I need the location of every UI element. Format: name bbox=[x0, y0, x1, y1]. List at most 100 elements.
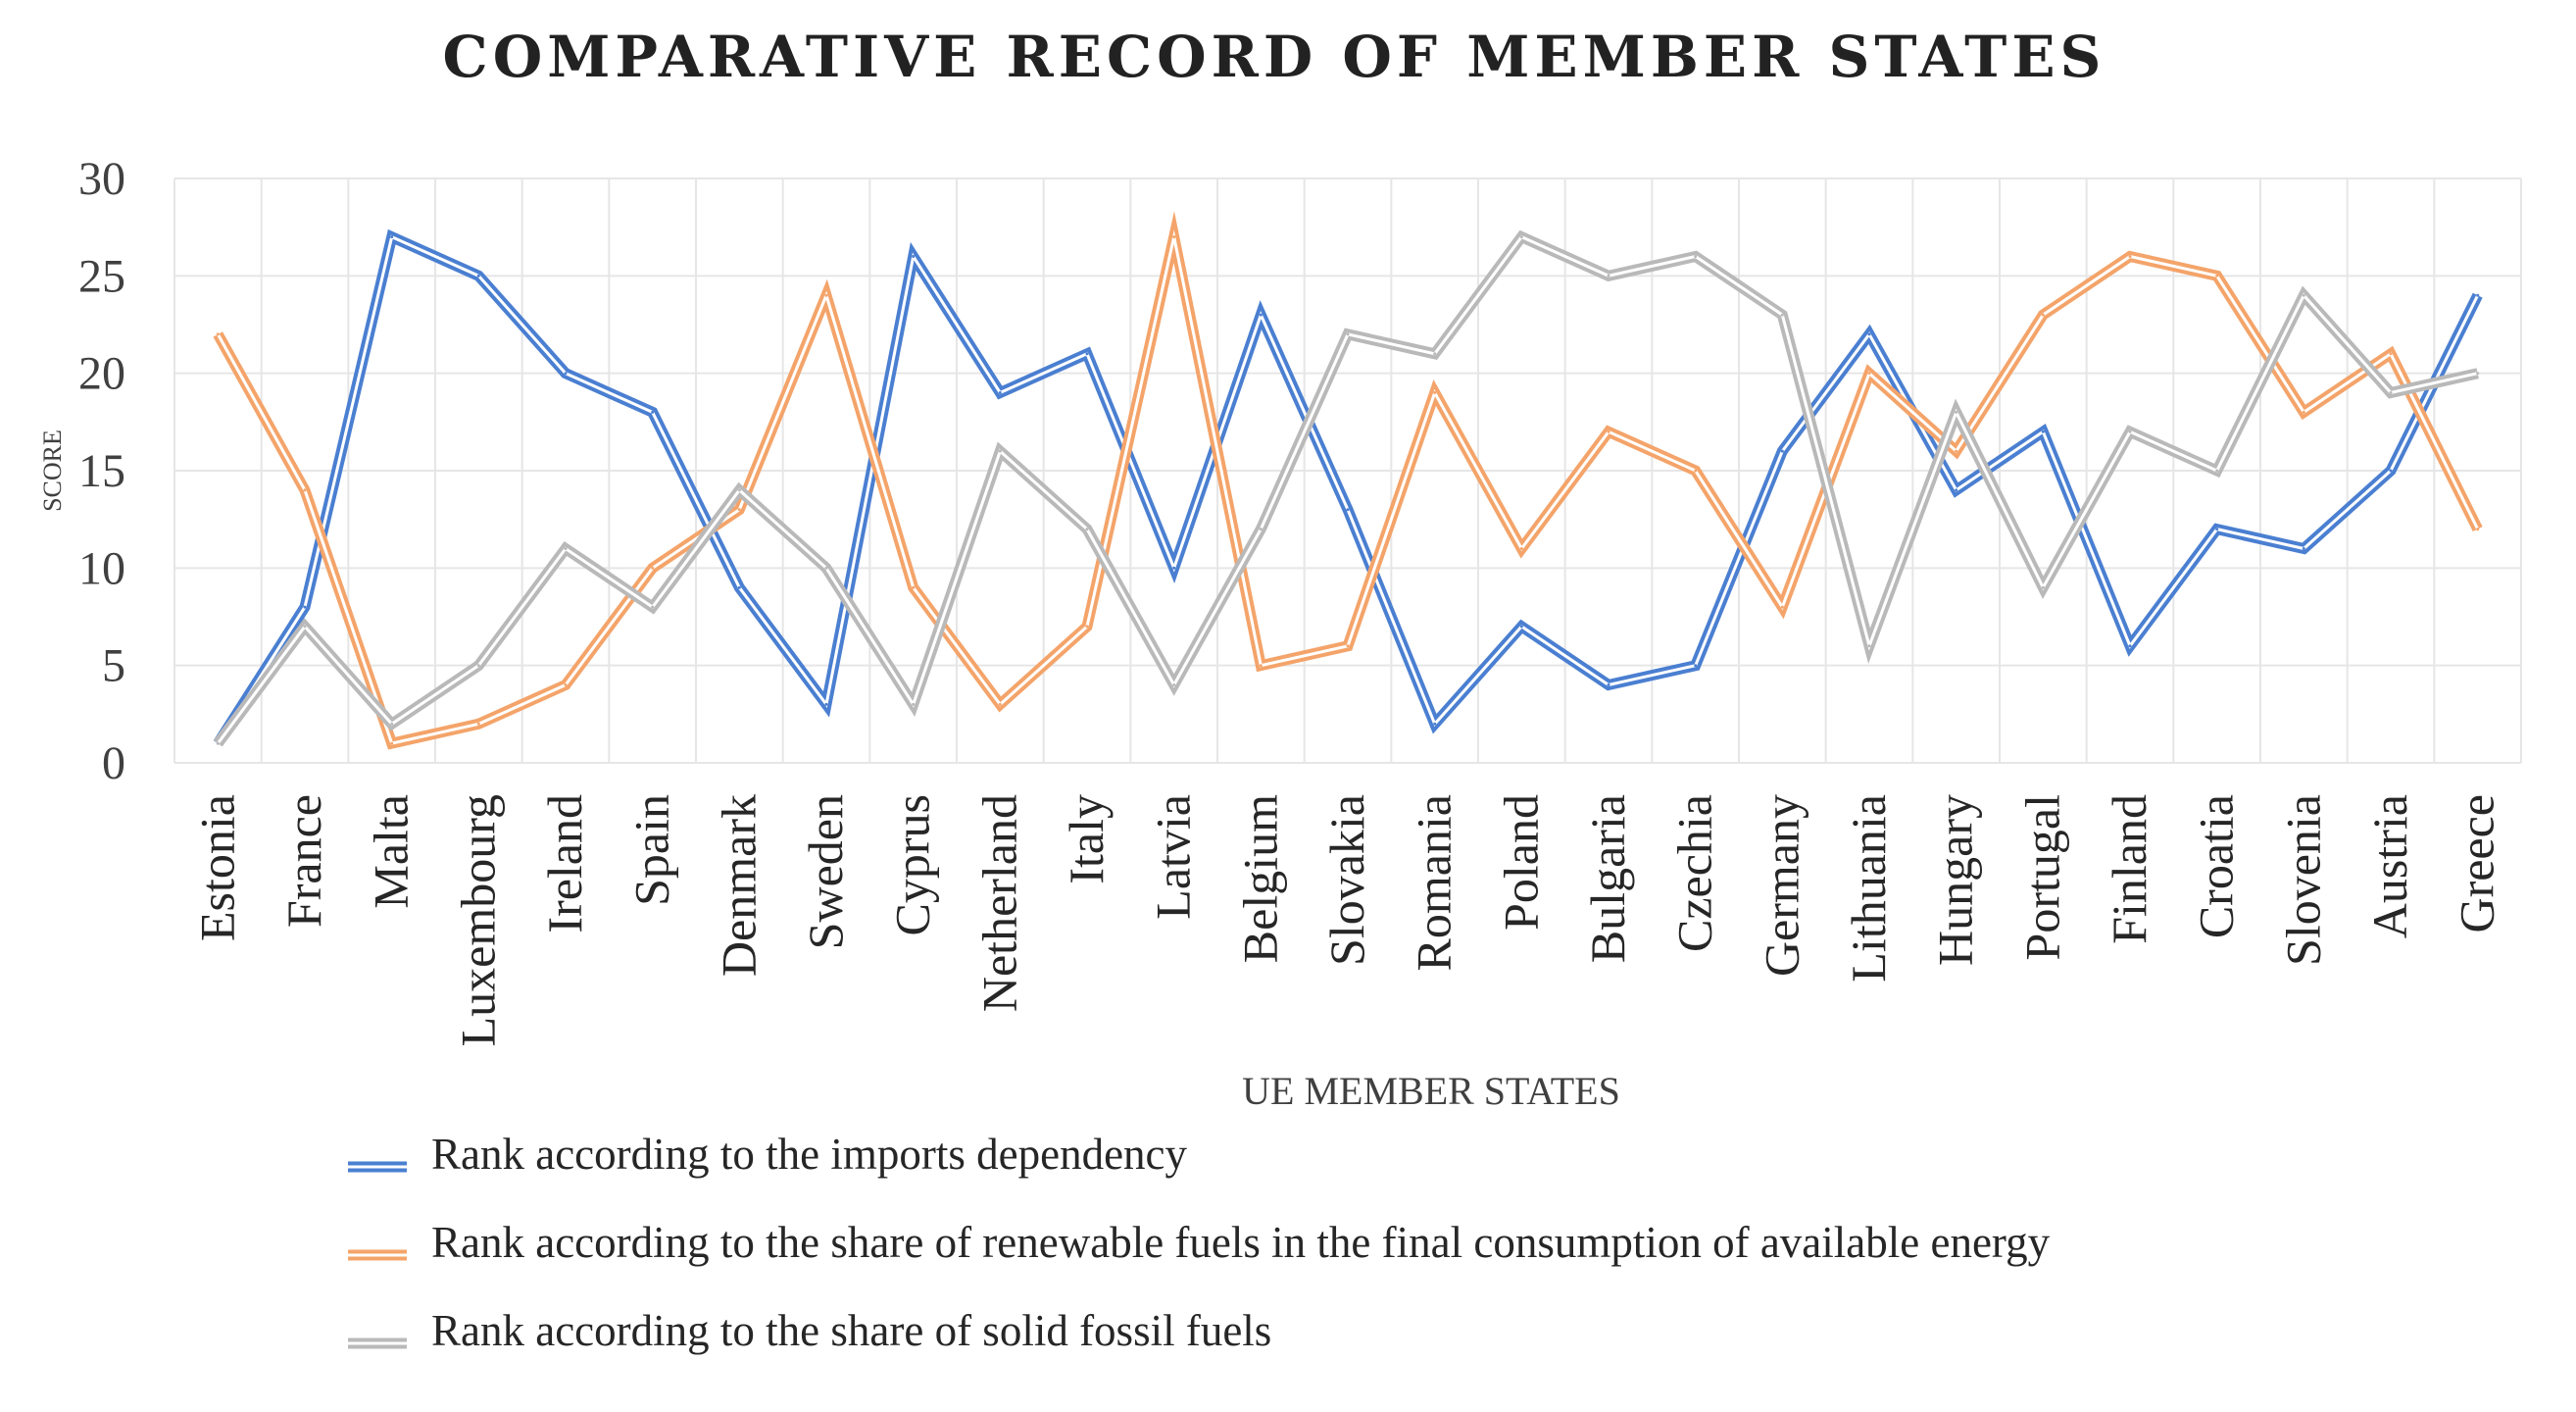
data-point bbox=[564, 547, 568, 550]
x-category-label: Ireland bbox=[537, 794, 592, 933]
data-point bbox=[1694, 255, 1698, 258]
y-tick-label: 5 bbox=[102, 640, 125, 692]
data-point bbox=[2302, 410, 2305, 414]
data-point bbox=[2041, 313, 2045, 317]
data-point bbox=[2389, 391, 2393, 394]
series-1 bbox=[213, 228, 2483, 747]
data-point bbox=[651, 410, 655, 414]
data-point bbox=[912, 702, 916, 706]
data-point bbox=[824, 702, 828, 706]
data-point bbox=[2302, 547, 2305, 550]
data-point bbox=[651, 605, 655, 609]
y-axis-ticks: 0 5 10 15 20 25 30 bbox=[78, 153, 125, 789]
series-line-outer bbox=[213, 229, 2479, 747]
data-point bbox=[737, 585, 741, 589]
x-category-label: Malta bbox=[364, 794, 419, 909]
x-category-label: Slovakia bbox=[1319, 794, 1374, 966]
series-3 bbox=[213, 229, 2480, 747]
x-category-label: Czechia bbox=[1667, 794, 1722, 952]
data-point bbox=[824, 293, 828, 297]
data-point bbox=[2041, 429, 2045, 433]
data-point bbox=[1085, 352, 1089, 356]
data-point bbox=[2215, 469, 2219, 473]
data-point bbox=[912, 255, 916, 258]
data-point bbox=[390, 722, 394, 726]
data-point bbox=[1346, 508, 1350, 512]
legend-item: Rank according to the share of solid fos… bbox=[348, 1306, 1271, 1355]
data-point bbox=[2476, 528, 2480, 531]
series-2 bbox=[213, 211, 2483, 750]
data-point bbox=[1346, 332, 1350, 336]
data-point bbox=[1607, 274, 1610, 277]
x-category-label: Luxembourg bbox=[450, 794, 505, 1046]
x-category-label: Finland bbox=[2102, 794, 2156, 944]
data-point bbox=[998, 702, 1002, 706]
data-point bbox=[824, 566, 828, 570]
data-point bbox=[1172, 683, 1176, 686]
x-category-label: Croatia bbox=[2189, 794, 2244, 938]
data-point bbox=[1694, 664, 1698, 668]
data-point bbox=[1085, 528, 1089, 531]
legend-item: Rank according to the imports dependency bbox=[348, 1130, 1188, 1179]
data-point bbox=[2128, 429, 2132, 433]
series-line-inner bbox=[217, 234, 2479, 744]
series-line-inner bbox=[216, 229, 2480, 745]
data-point bbox=[216, 741, 220, 745]
legend: Rank according to the imports dependency… bbox=[348, 1130, 2051, 1355]
x-axis-label: UE MEMBER STATES bbox=[1242, 1069, 1620, 1113]
data-point bbox=[1955, 410, 1958, 414]
data-point bbox=[303, 605, 307, 609]
data-point bbox=[564, 683, 568, 686]
data-point bbox=[1867, 644, 1871, 648]
legend-label: Rank according to the share of solid fos… bbox=[431, 1306, 1271, 1355]
y-tick-label: 15 bbox=[78, 445, 125, 497]
y-tick-label: 10 bbox=[78, 542, 125, 594]
data-point bbox=[476, 722, 480, 726]
data-point bbox=[1780, 449, 1784, 453]
legend-label: Rank according to the share of renewable… bbox=[431, 1218, 2051, 1267]
y-axis-label: SCORE bbox=[38, 429, 67, 512]
data-point bbox=[216, 332, 220, 336]
x-category-label: Sweden bbox=[798, 794, 853, 949]
x-category-label: Poland bbox=[1493, 794, 1548, 931]
x-category-label: Hungary bbox=[1928, 794, 1983, 966]
data-point bbox=[1433, 722, 1437, 726]
x-category-label: France bbox=[276, 794, 331, 928]
data-point bbox=[737, 488, 741, 492]
y-tick-label: 20 bbox=[78, 348, 125, 400]
x-category-label: Lithuania bbox=[1841, 794, 1896, 983]
data-point bbox=[2476, 372, 2480, 376]
series-line-outer bbox=[213, 228, 2483, 747]
x-category-label: Bulgaria bbox=[1580, 794, 1635, 963]
data-point bbox=[1433, 391, 1437, 394]
data-point bbox=[1867, 332, 1871, 336]
data-point bbox=[564, 372, 568, 376]
x-category-label: Netherland bbox=[971, 794, 1026, 1012]
series-lines bbox=[213, 211, 2483, 750]
series-line-inner bbox=[217, 234, 2480, 744]
data-point bbox=[2476, 293, 2480, 297]
data-point bbox=[1694, 469, 1698, 473]
data-point bbox=[2128, 255, 2132, 258]
data-point bbox=[2389, 469, 2393, 473]
data-point bbox=[1259, 528, 1263, 531]
x-category-label: Italy bbox=[1059, 794, 1114, 884]
data-point bbox=[1955, 449, 1958, 453]
data-point bbox=[2215, 528, 2219, 531]
data-point bbox=[1780, 313, 1784, 317]
data-point bbox=[390, 235, 394, 239]
x-category-label: Latvia bbox=[1146, 794, 1201, 920]
data-point bbox=[476, 274, 480, 277]
data-point bbox=[2302, 293, 2305, 297]
data-point bbox=[1780, 605, 1784, 609]
x-category-label: Slovenia bbox=[2275, 794, 2330, 966]
x-category-label: Greece bbox=[2450, 794, 2504, 933]
data-point bbox=[1172, 235, 1176, 239]
data-point bbox=[737, 508, 741, 512]
data-point bbox=[2128, 644, 2132, 648]
data-point bbox=[912, 585, 916, 589]
data-point bbox=[1259, 664, 1263, 668]
x-axis-categories: Estonia France Malta Luxembourg Ireland Spain… bbox=[189, 794, 2503, 1046]
x-category-label: Cyprus bbox=[885, 794, 940, 935]
